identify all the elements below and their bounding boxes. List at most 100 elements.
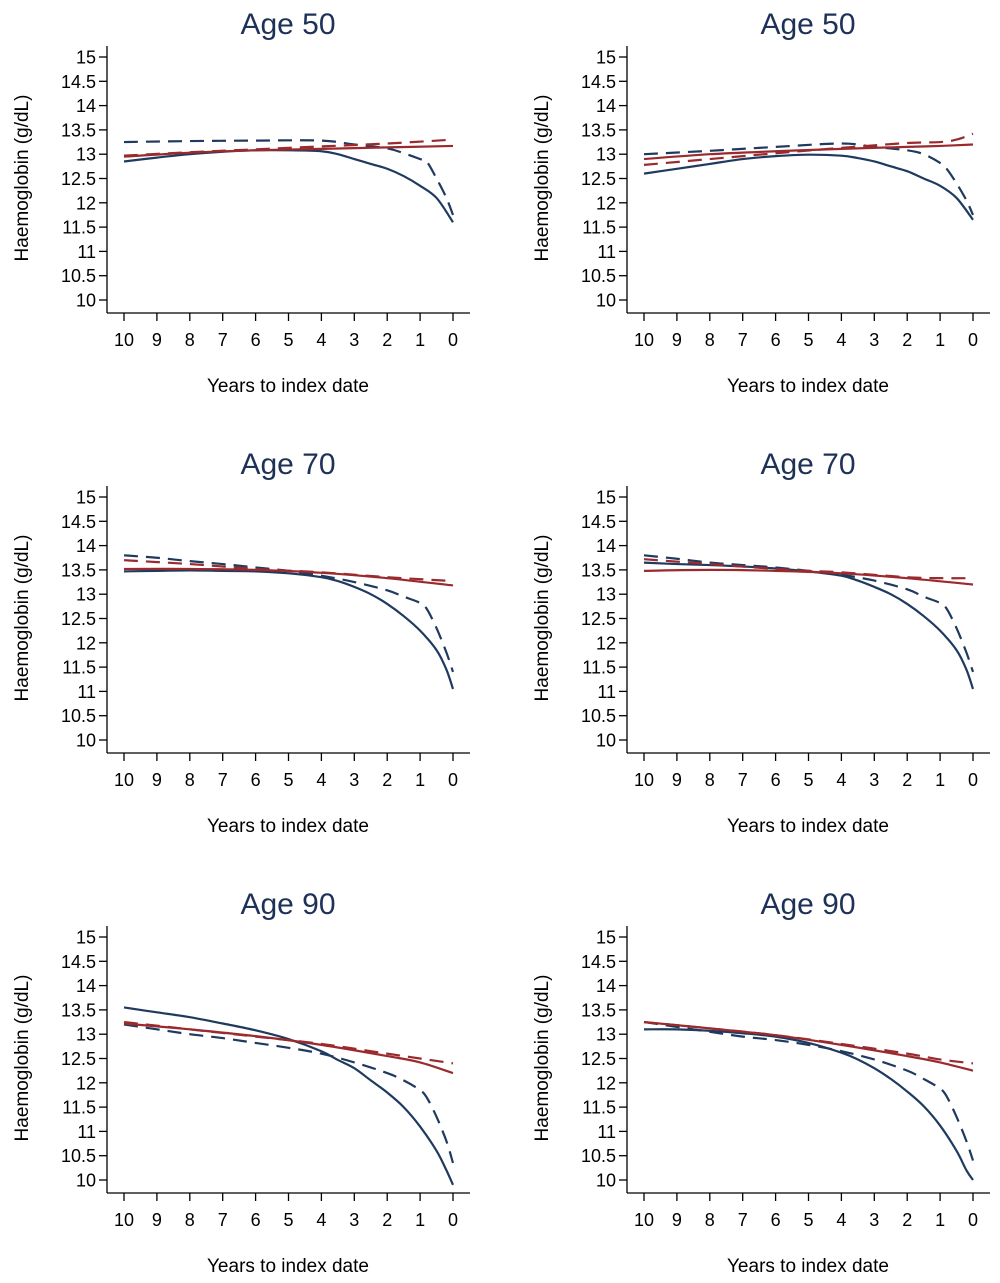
panel-age-70-left: Age 70 Haemoglobin (g/dL) Years to index… — [12, 448, 470, 837]
series-line-blue-dashed — [123, 1023, 455, 1164]
y-axis-label: Haemoglobin (g/dL) — [532, 975, 553, 1142]
y-tick-label: 12.5 — [581, 169, 616, 189]
y-tick-label: 12.5 — [61, 1049, 96, 1069]
y-axis-label: Haemoglobin (g/dL) — [532, 535, 553, 702]
y-tick-label: 14.5 — [61, 512, 96, 532]
series-line-red-solid — [643, 568, 974, 586]
x-tick-label: 5 — [803, 330, 813, 350]
y-tick-label: 12.5 — [581, 1049, 616, 1069]
x-tick-label: 8 — [185, 1210, 195, 1230]
y-tick-label: 11.5 — [582, 218, 616, 238]
series-line-red-dashed — [643, 558, 974, 580]
y-tick-label: 10 — [596, 731, 616, 751]
x-tick-label: 4 — [836, 330, 846, 350]
x-tick-label: 8 — [185, 770, 195, 790]
y-axis-label: Haemoglobin (g/dL) — [12, 535, 33, 702]
y-tick-label: 14.5 — [581, 72, 616, 92]
series-line-blue-dashed — [643, 1020, 975, 1161]
y-tick-label: 15 — [76, 48, 96, 68]
x-tick-label: 10 — [634, 330, 654, 350]
x-tick-label: 9 — [672, 330, 682, 350]
x-tick-label: 3 — [349, 330, 359, 350]
panel-age-90-left: Age 90 Haemoglobin (g/dL) Years to index… — [12, 888, 470, 1277]
y-tick-label: 15 — [596, 48, 616, 68]
y-tick-label: 11.5 — [62, 218, 96, 238]
series-line-red-dashed — [123, 138, 454, 157]
panel-age-50-right: Age 50 Haemoglobin (g/dL) Years to index… — [532, 8, 990, 397]
y-tick-label: 15 — [596, 928, 616, 948]
y-tick-label: 13 — [596, 1025, 616, 1045]
x-tick-label: 6 — [771, 1210, 781, 1230]
y-tick-label: 15 — [76, 488, 96, 508]
y-tick-label: 12 — [596, 633, 616, 653]
y-tick-label: 12 — [76, 633, 96, 653]
y-tick-label: 15 — [76, 928, 96, 948]
series-line-red-solid — [123, 144, 454, 158]
x-tick-label: 0 — [448, 770, 458, 790]
x-tick-label: 10 — [114, 770, 134, 790]
y-tick-label: 11 — [597, 682, 616, 702]
y-tick-label: 11 — [77, 242, 96, 262]
series-line-red-dashed — [643, 1020, 974, 1065]
y-axis-label: Haemoglobin (g/dL) — [12, 975, 33, 1142]
y-tick-label: 10 — [596, 291, 616, 311]
panel-title: Age 70 — [760, 448, 855, 481]
y-tick-label: 11 — [77, 1122, 96, 1142]
x-tick-label: 7 — [218, 330, 228, 350]
series-line-blue-dashed — [123, 139, 455, 216]
x-tick-label: 7 — [218, 770, 228, 790]
y-tick-label: 10.5 — [61, 266, 96, 286]
x-tick-label: 9 — [672, 770, 682, 790]
x-tick-label: 9 — [152, 1210, 162, 1230]
y-tick-label: 11.5 — [62, 1098, 96, 1118]
x-tick-label: 1 — [415, 770, 425, 790]
x-tick-label: 8 — [185, 330, 195, 350]
panel-age-50-left: Age 50 Haemoglobin (g/dL) Years to index… — [12, 8, 470, 397]
y-tick-label: 11.5 — [582, 1098, 616, 1118]
y-tick-label: 14 — [76, 96, 96, 116]
y-tick-label: 10 — [76, 291, 96, 311]
y-tick-label: 15 — [596, 488, 616, 508]
y-tick-label: 11 — [597, 1122, 616, 1142]
panel-title: Age 50 — [240, 8, 335, 41]
panel-age-70-right: Age 70 Haemoglobin (g/dL) Years to index… — [532, 448, 990, 837]
x-axis-label: Years to index date — [727, 816, 889, 837]
x-tick-label: 10 — [114, 1210, 134, 1230]
panel-title: Age 90 — [240, 888, 335, 921]
x-tick-label: 5 — [283, 770, 293, 790]
y-tick-label: 14 — [76, 976, 96, 996]
x-axis-label: Years to index date — [207, 1256, 369, 1277]
panel-title: Age 90 — [760, 888, 855, 921]
series-line-blue-solid — [123, 1006, 455, 1186]
y-tick-label: 13 — [596, 585, 616, 605]
x-tick-label: 2 — [902, 330, 912, 350]
y-tick-label: 13 — [596, 145, 616, 165]
panel-title: Age 70 — [240, 448, 335, 481]
panel-age-90-right: Age 90 Haemoglobin (g/dL) Years to index… — [532, 888, 990, 1277]
y-tick-label: 10.5 — [61, 706, 96, 726]
x-tick-label: 8 — [705, 1210, 715, 1230]
x-tick-label: 2 — [382, 1210, 392, 1230]
x-tick-label: 6 — [251, 330, 261, 350]
x-tick-label: 5 — [283, 1210, 293, 1230]
series-line-red-dashed — [123, 1020, 454, 1065]
x-tick-label: 1 — [935, 770, 945, 790]
x-tick-label: 2 — [382, 770, 392, 790]
panel-title: Age 50 — [760, 8, 855, 41]
x-tick-label: 2 — [902, 1210, 912, 1230]
x-tick-label: 3 — [869, 330, 879, 350]
y-tick-label: 13.5 — [581, 1000, 616, 1020]
x-axis-label: Years to index date — [727, 1256, 889, 1277]
y-tick-label: 11.5 — [62, 658, 96, 678]
x-tick-label: 7 — [738, 330, 748, 350]
y-tick-label: 10 — [596, 1171, 616, 1191]
y-tick-label: 14 — [596, 536, 616, 556]
y-tick-label: 14.5 — [581, 512, 616, 532]
x-tick-label: 3 — [869, 770, 879, 790]
y-tick-label: 12.5 — [581, 609, 616, 629]
x-tick-label: 9 — [152, 770, 162, 790]
